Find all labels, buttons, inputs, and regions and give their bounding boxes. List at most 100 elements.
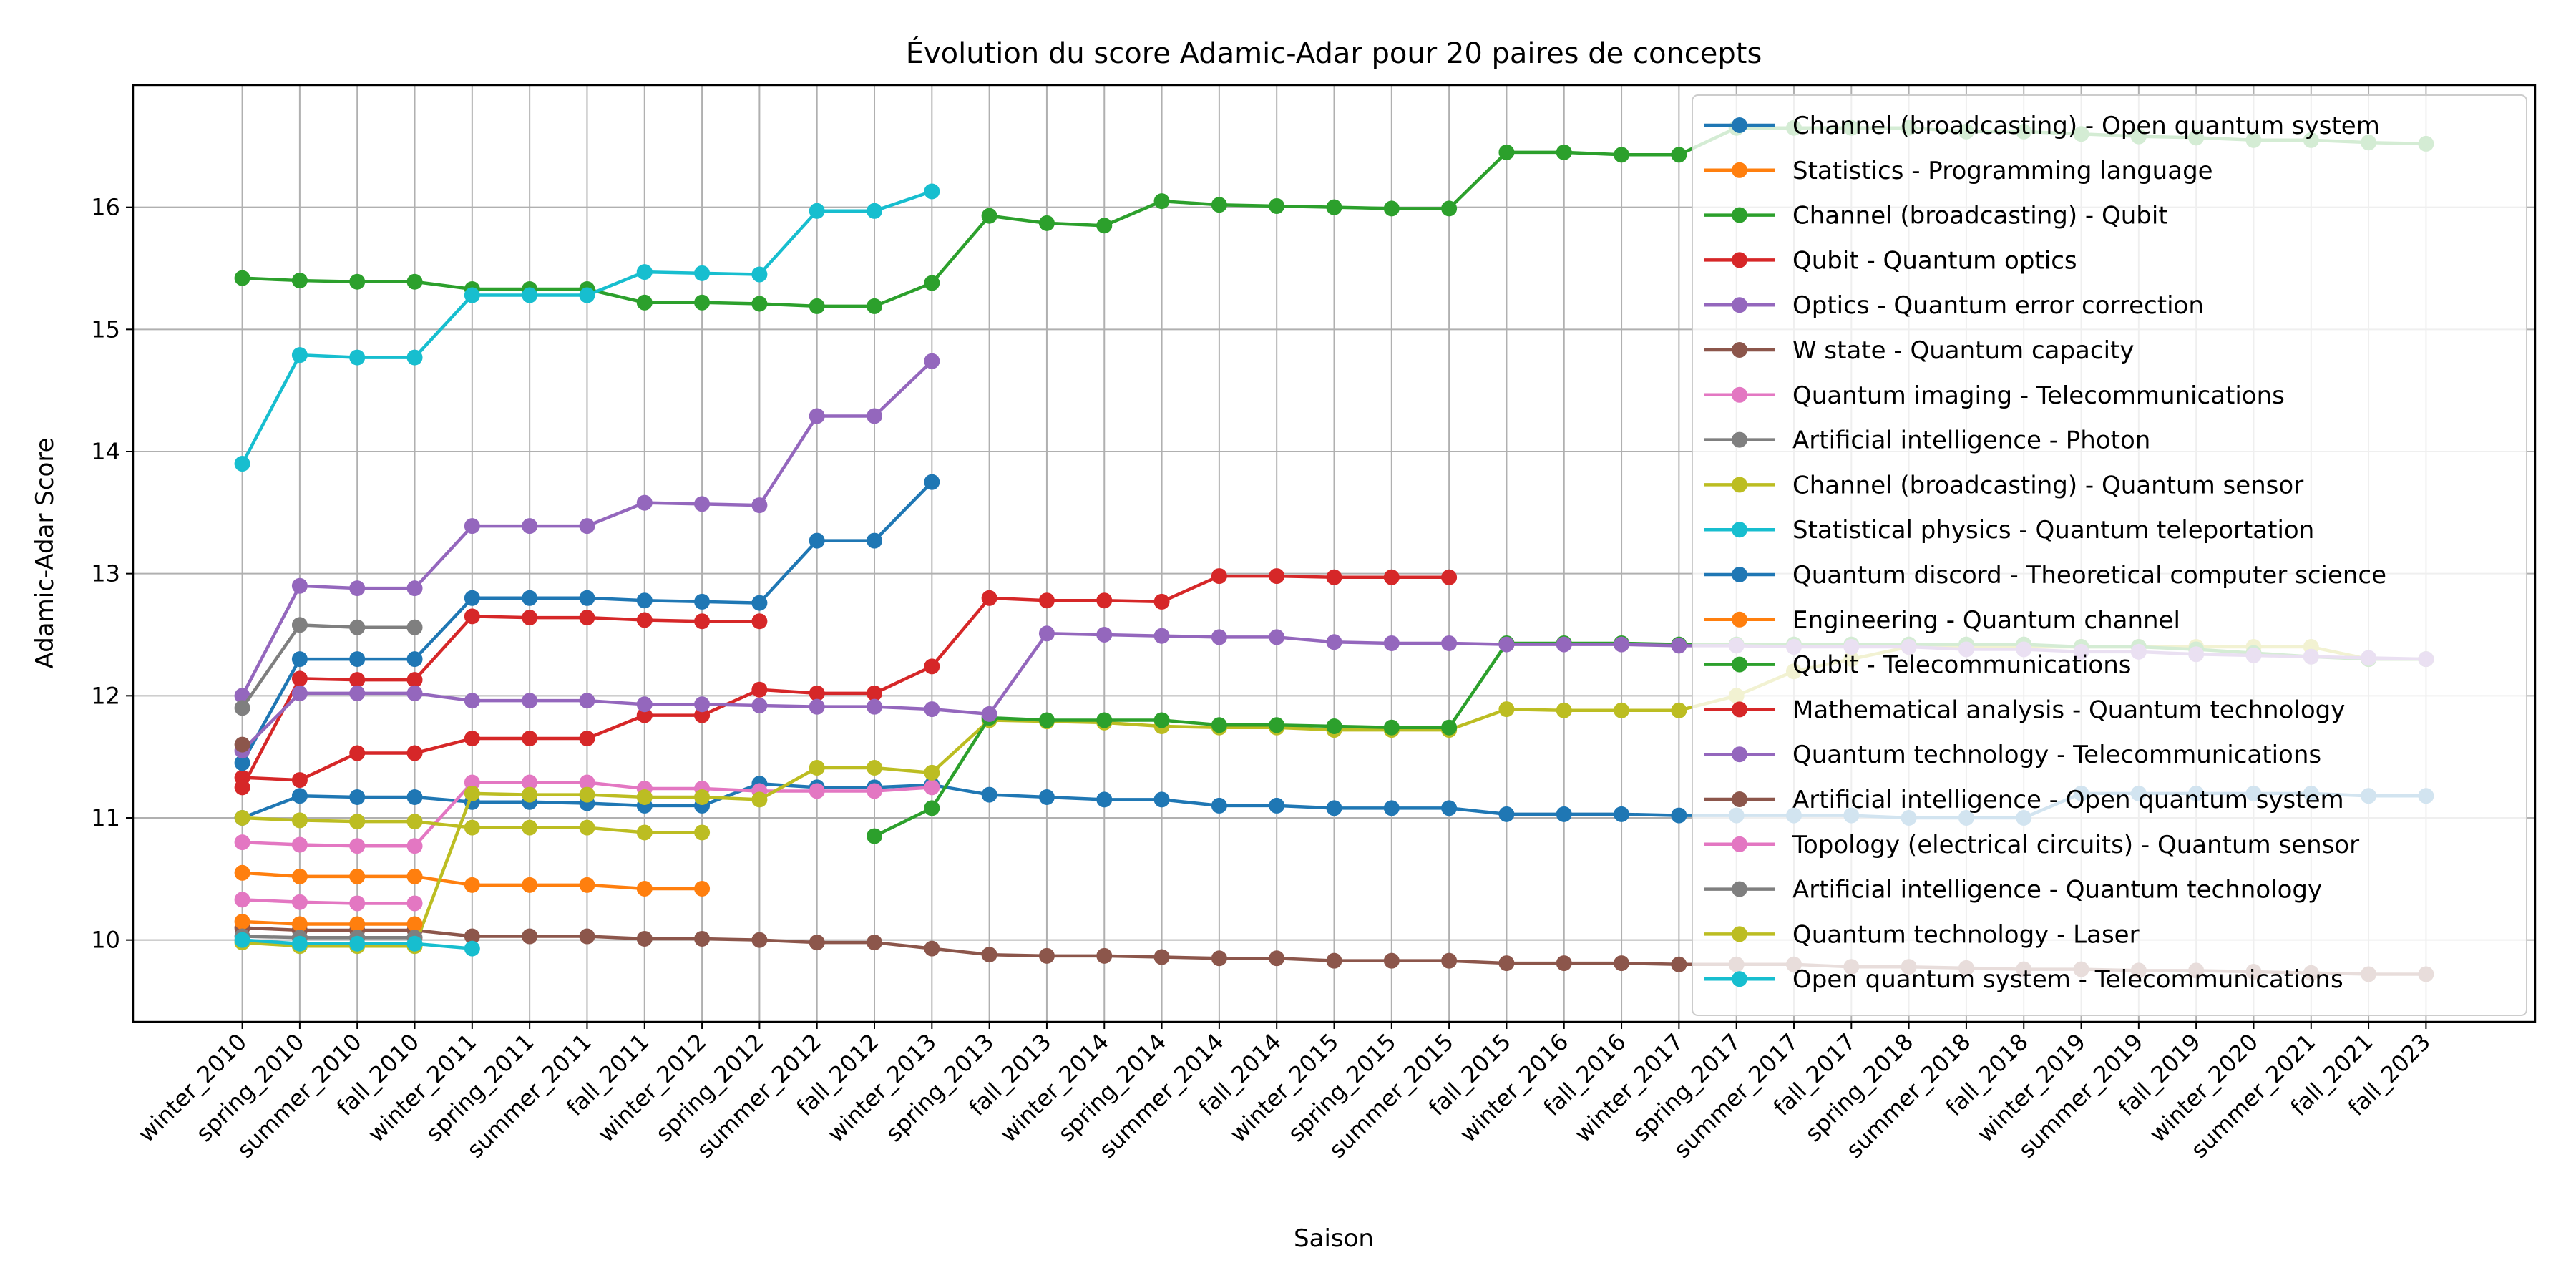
data-point [406,838,423,854]
data-point [751,681,768,698]
data-point [1326,569,1342,585]
series-line [242,574,1450,782]
data-point [406,685,423,701]
data-point [636,880,653,897]
data-point [1153,791,1170,808]
data-point [694,613,711,630]
data-point [522,877,538,893]
data-point [406,868,423,884]
data-point [1038,215,1055,231]
data-point [751,595,768,611]
data-point [751,296,768,312]
data-point [1383,200,1400,217]
data-point [867,783,883,799]
data-point [349,895,366,912]
data-point [291,812,308,829]
legend-marker [1732,477,1747,493]
legend-label: Channel (broadcasting) - Open quantum sy… [1792,112,2380,140]
data-point [1614,702,1630,718]
data-point [867,408,883,424]
legend-marker [1732,836,1747,852]
data-point [867,298,883,314]
legend-marker [1732,567,1747,582]
data-point [694,593,711,610]
data-point [464,785,480,801]
plot-frame [132,84,2537,1023]
data-point [291,617,308,633]
data-point [809,935,825,951]
data-point [291,894,308,910]
legend-label: Optics - Quantum error correction [1792,291,2204,320]
legend-marker [1732,791,1747,807]
data-point [1383,569,1400,585]
data-point [406,349,423,366]
y-axis-label: Adamic-Adar Score [31,438,59,669]
data-point [406,619,423,635]
data-point [981,786,997,803]
data-point [1038,592,1055,609]
data-point [751,791,768,808]
legend-label: Statistics - Programming language [1792,157,2213,185]
data-point [636,494,653,511]
data-point [867,203,883,219]
data-point [694,880,711,897]
data-point [867,828,883,844]
data-point [464,693,480,709]
data-point [1269,197,1285,214]
data-point [694,294,711,311]
data-point [1614,955,1630,972]
legend-label: W state - Quantum capacity [1792,336,2134,365]
chart-title: Évolution du score Adamic-Adar pour 20 p… [906,36,1762,70]
data-point [924,183,940,200]
data-point [1614,147,1630,163]
data-point [1096,791,1113,808]
data-point [751,497,768,514]
data-point [522,731,538,747]
data-point [464,608,480,625]
y-tick-label: 12 [91,682,120,709]
legend-marker [1732,611,1747,628]
data-point [349,935,366,952]
data-point [291,916,308,932]
legend-label: Quantum technology - Laser [1792,920,2140,949]
y-tick-label: 11 [91,804,120,831]
legend-label: Artificial intelligence - Quantum techno… [1792,876,2322,904]
series-line [242,898,415,905]
legend-label: Statistical physics - Quantum teleportat… [1792,516,2314,545]
legend-marker [1732,701,1747,718]
data-point [867,935,883,951]
data-point [406,745,423,761]
data-point [1614,806,1630,822]
data-point [1269,629,1285,645]
data-point [1383,719,1400,736]
data-point [1671,807,1687,824]
series-line [242,935,415,940]
data-point [694,707,711,723]
data-point [1326,800,1342,816]
data-point [1211,197,1227,213]
y-tick-label: 15 [91,316,120,343]
data-point [1211,717,1227,733]
data-point [636,294,653,311]
data-point [234,892,250,908]
data-point [1096,218,1113,234]
data-point [636,592,653,609]
data-point [1383,952,1400,969]
data-point [1556,702,1572,718]
data-point [464,928,480,945]
legend-marker [1732,971,1747,987]
legend-marker [1732,342,1747,358]
data-point [349,273,366,290]
data-point [1269,717,1285,733]
data-point [1383,635,1400,651]
legend-marker [1732,207,1747,223]
data-point [981,947,997,963]
data-point [579,877,595,893]
legend-label: Artificial intelligence - Open quantum s… [1792,786,2344,814]
data-point [349,916,366,932]
data-point [349,580,366,597]
data-point [291,347,308,364]
legend-marker [1732,162,1747,178]
series-line [242,919,415,926]
